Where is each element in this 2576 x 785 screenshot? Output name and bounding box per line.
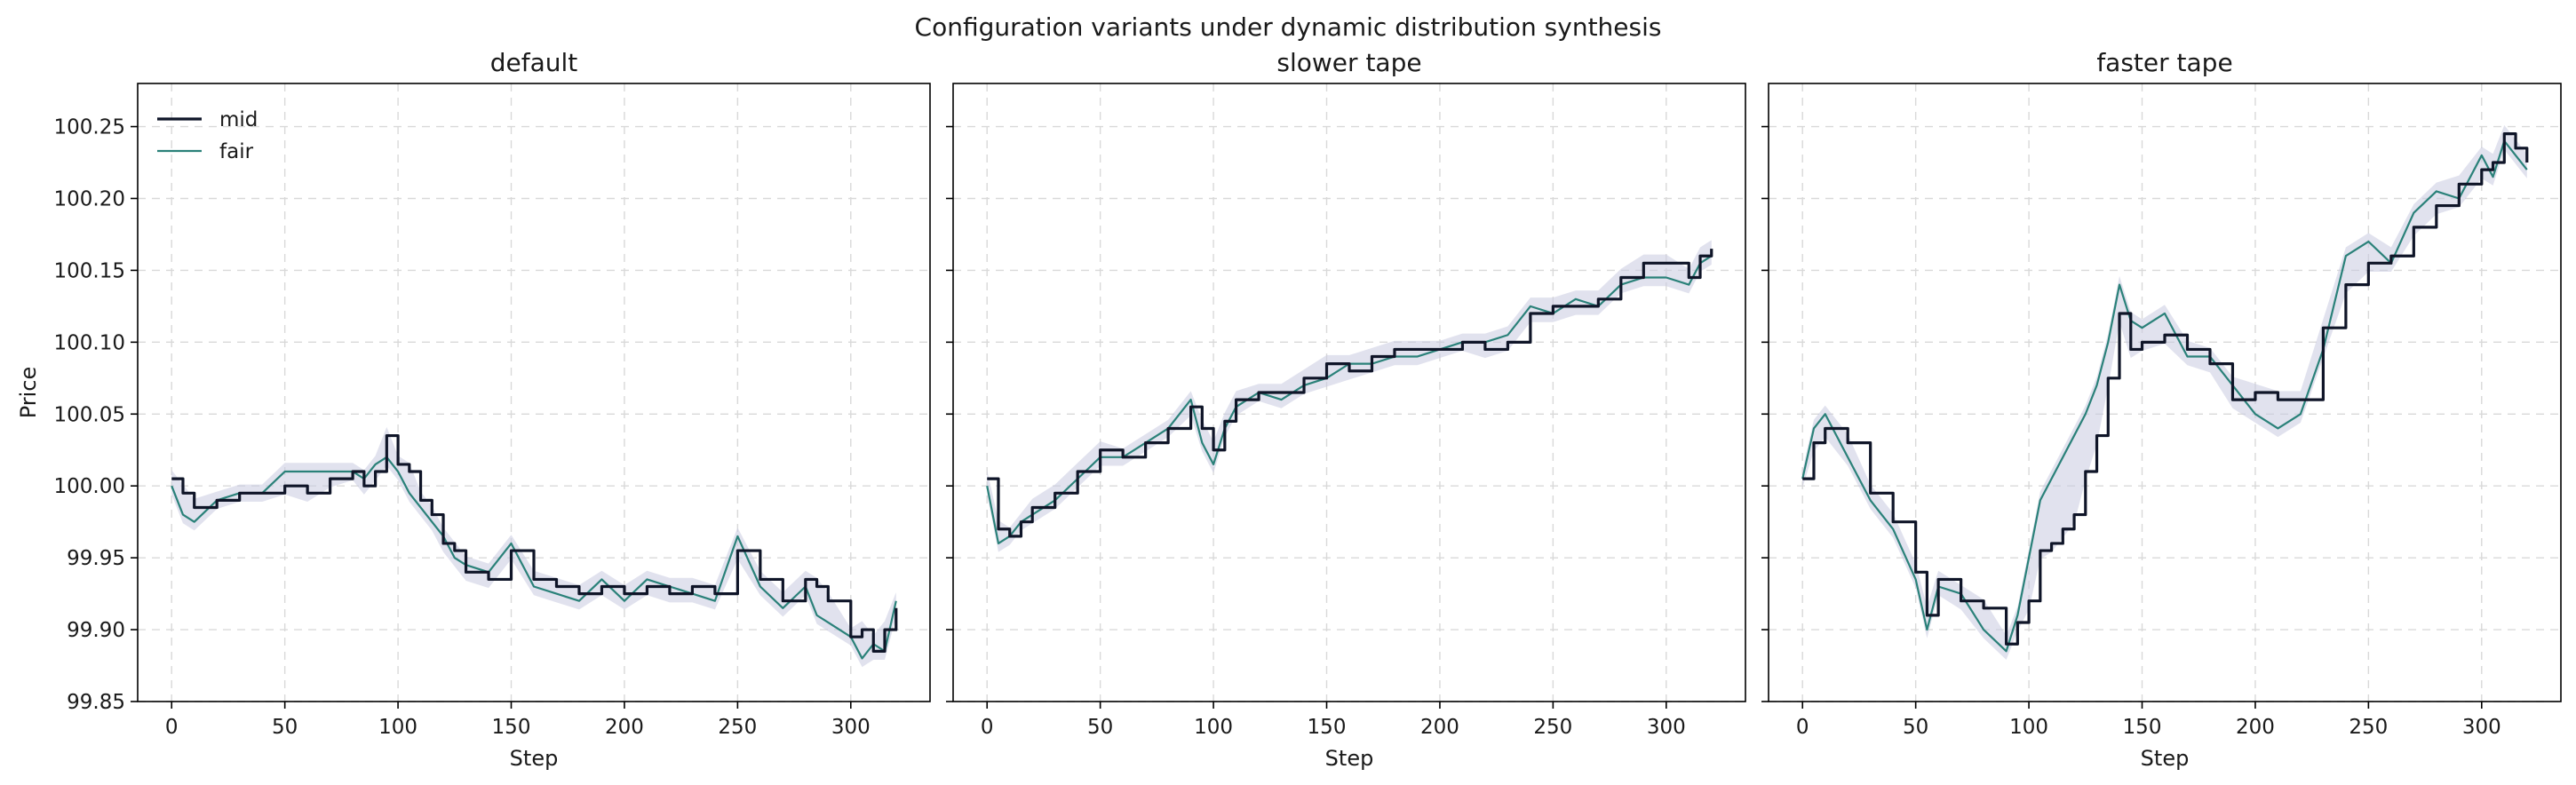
series-line-mid [171, 433, 898, 653]
legend-label-mid: mid [219, 108, 258, 131]
axes-frame [137, 83, 931, 702]
y-tick-label: 100.10 [54, 331, 125, 354]
x-tick-label: 0 [981, 716, 994, 739]
y-tick-label: 99.85 [67, 691, 125, 714]
panel-title: slower tape [1276, 48, 1421, 77]
x-tick-label: 0 [165, 716, 179, 739]
x-axis-label: Step [2141, 746, 2190, 771]
x-tick-label: 100 [378, 716, 417, 739]
x-tick-label: 250 [2349, 716, 2388, 739]
y-tick-label: 99.95 [67, 547, 125, 570]
series-line-mid [987, 249, 1713, 538]
series-line-fair [1801, 139, 2528, 653]
x-tick-label: 50 [1087, 716, 1113, 739]
x-tick-label: 300 [1647, 716, 1686, 739]
figure-title: Configuration variants under dynamic dis… [915, 12, 1662, 42]
legend: mid fair [157, 108, 258, 163]
uncertainty-band [987, 240, 1712, 552]
y-tick-label: 100.15 [54, 259, 125, 282]
axes-frame [1768, 83, 2562, 702]
legend-label-fair: fair [219, 140, 254, 163]
x-tick-label: 100 [2009, 716, 2048, 739]
y-axis-label: Price [16, 367, 41, 419]
x-tick-label: 200 [1420, 716, 1459, 739]
x-tick-label: 50 [272, 716, 298, 739]
x-tick-label: 100 [1194, 716, 1233, 739]
x-tick-label: 300 [2462, 716, 2501, 739]
x-tick-label: 250 [1533, 716, 1572, 739]
x-tick-label: 150 [492, 716, 531, 739]
x-tick-label: 250 [718, 716, 757, 739]
x-axis-label: Step [510, 746, 559, 771]
panel-slower-tape: slower tape 0 50 100 150 200 250 300 Step [946, 48, 1746, 771]
x-tick-label: 150 [1308, 716, 1347, 739]
y-tick-label: 100.25 [54, 116, 125, 139]
panel-default: default 0 50 100 150 200 250 300 99.85 99.90 99.95… [16, 48, 931, 771]
x-axis-label: Step [1325, 746, 1374, 771]
panel-faster-tape: faster tape 0 50 100 150 200 250 300 Step [1761, 48, 2562, 771]
y-tick-label: 100.20 [54, 187, 125, 210]
x-tick-label: 200 [2236, 716, 2275, 739]
y-tick-label: 100.00 [54, 475, 125, 498]
uncertainty-band [171, 426, 896, 668]
x-tick-label: 200 [605, 716, 644, 739]
series-line-fair [171, 456, 897, 660]
x-tick-label: 0 [1796, 716, 1809, 739]
panel-title: faster tape [2096, 48, 2232, 77]
y-tick-label: 100.05 [54, 403, 125, 426]
x-tick-label: 300 [831, 716, 871, 739]
x-tick-label: 150 [2123, 716, 2162, 739]
x-tick-label: 50 [1903, 716, 1928, 739]
series-line-mid [1802, 132, 2529, 646]
uncertainty-band [1802, 124, 2527, 661]
y-tick-label: 99.90 [67, 619, 125, 642]
panel-title: default [490, 48, 578, 77]
axes-frame [952, 83, 1746, 702]
